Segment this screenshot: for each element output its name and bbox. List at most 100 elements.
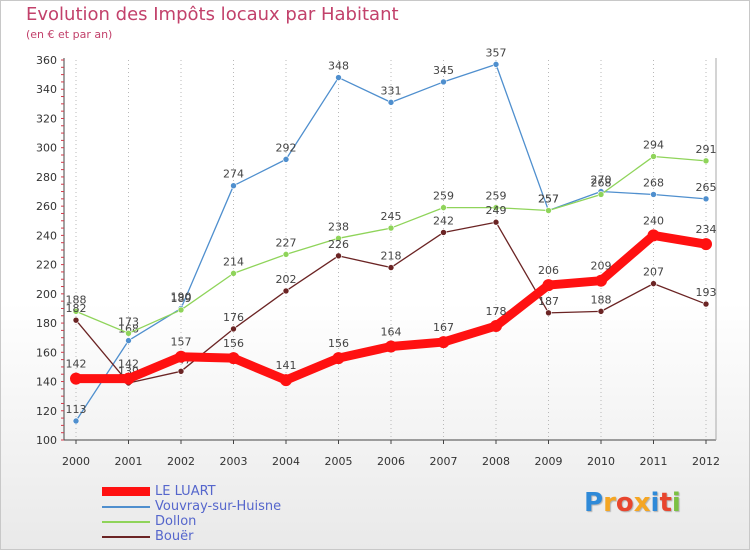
- logo-letter: o: [615, 488, 634, 518]
- data-label-le-luart-2001: 142: [118, 358, 139, 371]
- data-label-vouvray-sur-huisne-2012: 265: [696, 181, 717, 194]
- legend-swatch-bou-r: [102, 536, 150, 538]
- data-label-dollon-2004: 227: [276, 236, 297, 249]
- data-point-bou-r-2002: [177, 368, 185, 375]
- data-point-vouvray-sur-huisne-2012: [702, 195, 710, 203]
- y-tick-label-360: 360: [36, 54, 57, 67]
- data-label-le-luart-2003: 156: [223, 337, 244, 350]
- x-tick-label-2001: 2001: [115, 455, 143, 468]
- data-label-bou-r-2007: 242: [433, 214, 454, 227]
- data-label-le-luart-2005: 156: [328, 337, 349, 350]
- data-point-dollon-2008: [492, 204, 500, 211]
- logo-letter: x: [633, 488, 651, 518]
- y-tick-label-140: 140: [36, 376, 57, 389]
- data-label-dollon-2002: 189: [171, 292, 192, 305]
- data-point-vouvray-sur-huisne-2005: [335, 74, 342, 81]
- data-point-bou-r-2008: [492, 218, 500, 226]
- chart-title: Evolution des Impôts locaux par Habitant: [26, 4, 399, 25]
- data-point-bou-r-2003: [230, 325, 237, 333]
- data-point-vouvray-sur-huisne-2006: [387, 99, 395, 106]
- data-point-le-luart-2011: [647, 229, 660, 242]
- data-point-bou-r-2005: [335, 252, 342, 260]
- data-label-le-luart-2007: 167: [433, 321, 454, 334]
- data-label-le-luart-2009: 206: [538, 264, 559, 277]
- legend-label-le-luart: LE LUART: [155, 484, 216, 499]
- data-label-vouvray-sur-huisne-2009: 257: [538, 193, 559, 206]
- data-label-dollon-2005: 238: [328, 220, 349, 233]
- data-label-bou-r-2006: 218: [381, 250, 402, 263]
- data-label-bou-r-2008: 249: [486, 204, 507, 217]
- data-label-bou-r-2011: 207: [643, 266, 664, 279]
- data-label-le-luart-2010: 209: [591, 260, 612, 273]
- x-tick-label-2012: 2012: [692, 455, 720, 468]
- data-point-le-luart-2007: [437, 336, 450, 349]
- data-label-le-luart-2012: 234: [696, 223, 717, 236]
- y-tick-label-300: 300: [36, 142, 57, 155]
- data-label-vouvray-sur-huisne-2007: 345: [433, 64, 454, 77]
- data-label-le-luart-2000: 142: [66, 358, 87, 371]
- data-point-vouvray-sur-huisne-2003: [230, 182, 237, 189]
- legend-swatch-dollon: [102, 521, 150, 523]
- data-label-vouvray-sur-huisne-2006: 331: [381, 84, 402, 97]
- series-line-vouvray-sur-huisne: [75, 63, 707, 422]
- y-tick-label-280: 280: [36, 171, 57, 184]
- x-tick-label-2011: 2011: [640, 455, 668, 468]
- data-point-vouvray-sur-huisne-2007: [440, 78, 447, 86]
- data-point-dollon-2010: [597, 191, 605, 198]
- data-label-dollon-2011: 294: [643, 138, 664, 151]
- data-point-dollon-2000: [72, 308, 80, 315]
- x-tick-label-2008: 2008: [482, 455, 510, 468]
- data-point-bou-r-2009: [545, 309, 552, 317]
- data-label-vouvray-sur-huisne-2001: 168: [118, 323, 139, 336]
- data-label-dollon-2000: 188: [66, 293, 87, 306]
- logo-letter: i: [671, 488, 681, 518]
- data-point-le-luart-2009: [542, 279, 555, 292]
- data-label-vouvray-sur-huisne-2002: 190: [171, 290, 192, 303]
- data-point-vouvray-sur-huisne-2001: [125, 337, 132, 344]
- x-tick-label-2005: 2005: [325, 455, 353, 468]
- data-label-bou-r-2003: 176: [223, 311, 244, 324]
- data-label-dollon-2006: 245: [381, 210, 402, 223]
- data-point-bou-r-2004: [282, 287, 290, 295]
- data-point-le-luart-2001: [122, 372, 135, 385]
- x-tick-label-2004: 2004: [272, 455, 300, 468]
- data-label-bou-r-2000: 182: [66, 302, 87, 315]
- data-label-bou-r-2004: 202: [276, 273, 297, 286]
- y-tick-label-160: 160: [36, 346, 57, 359]
- data-label-vouvray-sur-huisne-2010: 270: [591, 174, 612, 187]
- data-label-vouvray-sur-huisne-2011: 268: [643, 176, 664, 189]
- data-label-dollon-2009: 257: [538, 193, 559, 206]
- data-point-le-luart-2008: [490, 320, 502, 332]
- data-point-dollon-2005: [335, 235, 342, 242]
- data-point-vouvray-sur-huisne-2000: [72, 417, 80, 425]
- data-label-le-luart-2008: 178: [486, 305, 507, 318]
- data-label-dollon-2010: 268: [591, 176, 612, 189]
- data-label-dollon-2003: 214: [223, 255, 244, 268]
- data-label-bou-r-2009: 187: [538, 295, 559, 308]
- data-point-dollon-2011: [650, 153, 657, 160]
- data-point-le-luart-2003: [227, 352, 240, 365]
- data-point-le-luart-2005: [332, 352, 345, 365]
- data-point-bou-r-2000: [72, 316, 80, 324]
- y-tick-label-260: 260: [36, 200, 57, 213]
- y-tick-label-200: 200: [36, 288, 57, 301]
- x-tick-label-2010: 2010: [587, 455, 615, 468]
- data-point-bou-r-2011: [650, 280, 657, 287]
- legend-label-dollon: Dollon: [155, 514, 197, 529]
- x-tick-label-2006: 2006: [377, 455, 405, 468]
- y-tick-label-320: 320: [36, 112, 57, 125]
- legend-swatch-le-luart: [102, 487, 150, 496]
- data-label-vouvray-sur-huisne-2008: 357: [486, 46, 507, 59]
- legend-label-vouvray-sur-huisne: Vouvray-sur-Huisne: [155, 499, 282, 514]
- data-point-bou-r-2012: [702, 300, 710, 308]
- data-point-dollon-2004: [282, 251, 290, 258]
- y-tick-label-340: 340: [36, 83, 57, 96]
- x-tick-label-2002: 2002: [167, 455, 195, 468]
- data-label-vouvray-sur-huisne-2004: 292: [276, 141, 297, 154]
- y-tick-label-120: 120: [36, 405, 57, 418]
- data-point-le-luart-2012: [700, 238, 712, 251]
- data-label-le-luart-2004: 141: [276, 359, 297, 372]
- legend-label-bou-r: Bouër: [155, 529, 194, 544]
- data-point-le-luart-2006: [385, 340, 397, 353]
